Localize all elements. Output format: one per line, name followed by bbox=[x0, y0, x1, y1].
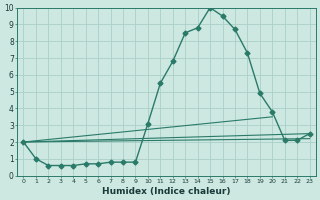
X-axis label: Humidex (Indice chaleur): Humidex (Indice chaleur) bbox=[102, 187, 231, 196]
